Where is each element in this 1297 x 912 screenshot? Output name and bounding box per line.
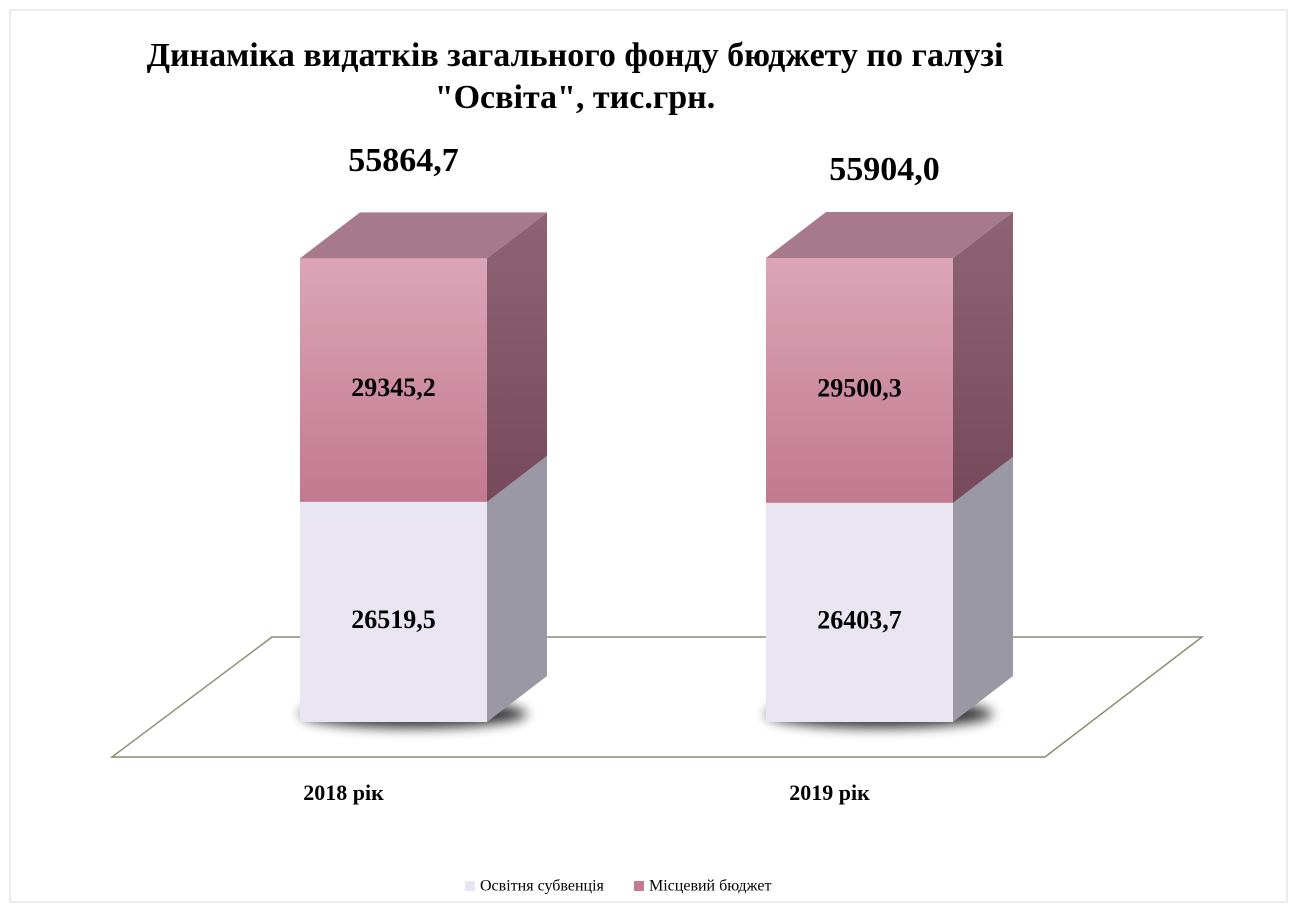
bar bbox=[300, 501, 487, 722]
value-label: 26403,7 bbox=[817, 605, 902, 634]
legend-label: Освітня субвенція bbox=[480, 878, 605, 895]
bar bbox=[300, 258, 487, 502]
legend-label: Місцевий бюджет bbox=[649, 878, 771, 895]
bar-top bbox=[766, 212, 1013, 258]
bar-side bbox=[487, 455, 547, 722]
bar-side bbox=[953, 456, 1013, 722]
value-label: 29345,2 bbox=[351, 373, 436, 402]
legend-swatch bbox=[634, 881, 644, 891]
bar bbox=[766, 502, 953, 722]
floor bbox=[109, 636, 1205, 758]
chart-title: Динаміка видатків загального фонду бюдже… bbox=[147, 37, 1004, 74]
value-label: 29500,3 bbox=[817, 373, 902, 402]
chart-subtitle: "Освіта", тис.грн. bbox=[435, 79, 716, 116]
bar-top bbox=[300, 212, 547, 259]
total-label: 55904,0 bbox=[829, 151, 940, 188]
bar bbox=[766, 258, 953, 503]
legend-swatch bbox=[465, 881, 475, 891]
value-label: 26519,5 bbox=[351, 605, 436, 634]
chart-border bbox=[9, 9, 1288, 903]
bar-side bbox=[953, 212, 1013, 503]
x-tick-label: 2018 рік bbox=[303, 780, 384, 805]
x-tick-label: 2019 рік bbox=[789, 780, 870, 805]
total-label: 55864,7 bbox=[348, 142, 459, 179]
bar-side bbox=[487, 212, 547, 502]
